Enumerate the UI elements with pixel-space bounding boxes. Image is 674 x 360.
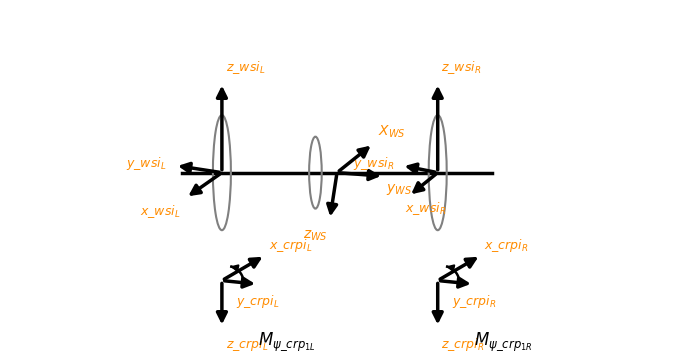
- Text: $X_{WS}$: $X_{WS}$: [378, 124, 406, 140]
- Text: $y\_crpi_R$: $y\_crpi_R$: [452, 293, 497, 310]
- Text: $z\_wsi_L$: $z\_wsi_L$: [226, 59, 265, 76]
- Text: $x\_crpi_L$: $x\_crpi_L$: [269, 237, 313, 253]
- Text: $y\_crpi_L$: $y\_crpi_L$: [237, 293, 280, 310]
- Text: $y\_wsi_L$: $y\_wsi_L$: [125, 155, 166, 172]
- Text: $z\_wsi_R$: $z\_wsi_R$: [441, 59, 482, 76]
- Text: $z\_crpi_L$: $z\_crpi_L$: [226, 336, 268, 353]
- Text: $z\_crpi_R$: $z\_crpi_R$: [441, 336, 485, 353]
- Text: $y\_wsi_R$: $y\_wsi_R$: [353, 155, 394, 172]
- Text: $M_{\psi\_crp_{1L}}$: $M_{\psi\_crp_{1L}}$: [258, 331, 315, 354]
- Text: $M_{\psi\_crp_{1R}}$: $M_{\psi\_crp_{1R}}$: [474, 331, 532, 354]
- Text: $x\_wsi_L$: $x\_wsi_L$: [140, 203, 181, 220]
- Text: $x\_crpi_R$: $x\_crpi_R$: [485, 237, 529, 253]
- Text: $y_{WS}$: $y_{WS}$: [386, 182, 412, 197]
- Text: $z_{WS}$: $z_{WS}$: [303, 228, 328, 243]
- Text: $x\_wsi_R$: $x\_wsi_R$: [405, 200, 447, 217]
